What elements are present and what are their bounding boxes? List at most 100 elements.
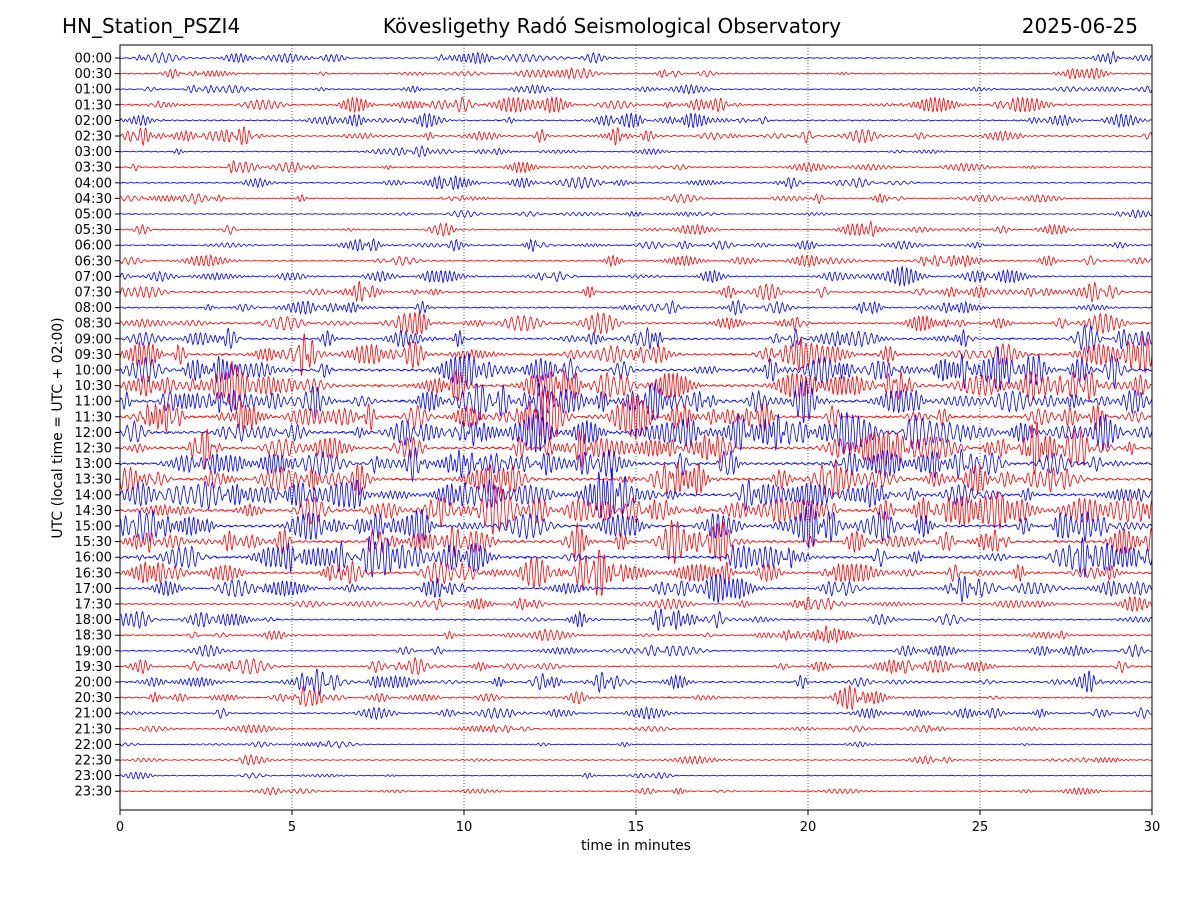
y-tick-label: 07:30 xyxy=(75,286,112,301)
x-tick-label: 20 xyxy=(800,820,817,835)
trace-0430 xyxy=(120,193,1152,205)
y-tick-label: 05:30 xyxy=(75,223,112,238)
trace-1430 xyxy=(120,485,1152,535)
y-tick-label: 02:30 xyxy=(75,130,112,145)
trace-0700 xyxy=(120,265,1152,288)
trace-1200 xyxy=(120,411,1152,456)
y-tick-label: 04:00 xyxy=(75,176,112,191)
x-tick-label: 15 xyxy=(628,820,645,835)
trace-1230 xyxy=(120,421,1152,475)
trace-1000 xyxy=(120,346,1152,391)
y-tick-label: 00:30 xyxy=(75,67,112,82)
y-tick-label: 03:00 xyxy=(75,145,112,160)
trace-1830 xyxy=(120,625,1152,644)
chart-date: 2025-06-25 xyxy=(1021,14,1138,38)
x-tick-label: 0 xyxy=(116,820,124,835)
y-tick-label: 08:00 xyxy=(75,301,112,316)
y-tick-label: 13:30 xyxy=(75,473,112,488)
trace-1500 xyxy=(120,503,1152,549)
x-tick-label: 30 xyxy=(1144,820,1161,835)
trace-0400 xyxy=(120,175,1152,191)
x-axis-label: time in minutes xyxy=(581,838,691,854)
trace-0930 xyxy=(120,333,1152,376)
trace-0900 xyxy=(120,324,1152,354)
y-tick-label: 11:30 xyxy=(75,410,112,425)
y-axis-ticks: 00:0000:3001:0001:3002:0002:3003:0003:30… xyxy=(75,52,120,800)
trace-2200 xyxy=(120,740,1152,749)
y-tick-label: 10:30 xyxy=(75,379,112,394)
trace-0730 xyxy=(120,280,1152,303)
station-name: HN_Station_PSZI4 xyxy=(62,14,241,38)
y-tick-label: 15:30 xyxy=(75,535,112,550)
y-tick-label: 15:00 xyxy=(75,520,112,535)
y-axis-label: UTC (local time = UTC + 02:00) xyxy=(50,317,66,538)
trace-0200 xyxy=(120,112,1152,129)
y-tick-label: 19:00 xyxy=(75,644,112,659)
trace-1630 xyxy=(120,550,1152,596)
y-tick-label: 22:30 xyxy=(75,754,112,769)
trace-0030 xyxy=(120,67,1152,80)
y-tick-label: 20:00 xyxy=(75,676,112,691)
y-tick-label: 10:00 xyxy=(75,364,112,379)
trace-1700 xyxy=(120,574,1152,604)
y-tick-label: 21:30 xyxy=(75,722,112,737)
y-tick-label: 00:00 xyxy=(75,52,112,67)
trace-0600 xyxy=(120,238,1152,253)
y-tick-label: 21:00 xyxy=(75,707,112,722)
y-tick-label: 12:00 xyxy=(75,426,112,441)
y-tick-label: 02:00 xyxy=(75,114,112,129)
trace-1330 xyxy=(120,459,1152,498)
trace-0230 xyxy=(120,126,1152,147)
trace-1030 xyxy=(120,360,1152,411)
trace-2300 xyxy=(120,771,1152,780)
trace-2000 xyxy=(120,668,1152,697)
trace-2130 xyxy=(120,724,1152,734)
y-tick-label: 08:30 xyxy=(75,317,112,332)
y-tick-label: 13:00 xyxy=(75,457,112,472)
y-tick-label: 03:30 xyxy=(75,161,112,176)
y-tick-label: 17:00 xyxy=(75,582,112,597)
y-tick-label: 16:00 xyxy=(75,551,112,566)
trace-1130 xyxy=(120,390,1152,444)
trace-0100 xyxy=(120,84,1152,95)
trace-0000 xyxy=(120,50,1152,65)
trace-1530 xyxy=(120,519,1152,564)
y-tick-label: 22:00 xyxy=(75,738,112,753)
trace-0330 xyxy=(120,159,1152,174)
y-tick-label: 07:00 xyxy=(75,270,112,285)
trace-0300 xyxy=(120,145,1152,158)
y-tick-label: 09:00 xyxy=(75,332,112,347)
y-tick-label: 06:00 xyxy=(75,239,112,254)
y-tick-label: 16:30 xyxy=(75,566,112,581)
chart-title: Kövesligethy Radó Seismological Observat… xyxy=(382,14,842,38)
x-axis-ticks: 0 5 10 15 20 25 30 xyxy=(116,810,1160,835)
trace-1900 xyxy=(120,644,1152,658)
y-tick-label: 01:00 xyxy=(75,83,112,98)
trace-2330 xyxy=(120,786,1152,796)
trace-0630 xyxy=(120,253,1152,268)
y-tick-label: 23:30 xyxy=(75,785,112,800)
y-tick-label: 18:30 xyxy=(75,629,112,644)
trace-1730 xyxy=(120,595,1152,613)
y-tick-label: 09:30 xyxy=(75,348,112,363)
x-tick-label: 10 xyxy=(456,820,473,835)
y-tick-label: 05:00 xyxy=(75,208,112,223)
y-tick-label: 06:30 xyxy=(75,254,112,269)
y-tick-label: 11:00 xyxy=(75,395,112,410)
y-tick-label: 19:30 xyxy=(75,660,112,675)
trace-2230 xyxy=(120,753,1152,766)
trace-0800 xyxy=(120,299,1152,316)
trace-1930 xyxy=(120,656,1152,676)
y-tick-label: 18:00 xyxy=(75,613,112,628)
trace-1800 xyxy=(120,608,1152,631)
trace-1600 xyxy=(120,536,1152,578)
x-tick-label: 25 xyxy=(972,820,989,835)
y-tick-label: 14:00 xyxy=(75,488,112,503)
trace-0830 xyxy=(120,311,1152,335)
y-tick-label: 20:30 xyxy=(75,691,112,706)
y-tick-label: 23:00 xyxy=(75,769,112,784)
y-tick-label: 17:30 xyxy=(75,598,112,613)
trace-0530 xyxy=(120,220,1152,238)
seismic-traces xyxy=(120,50,1152,796)
